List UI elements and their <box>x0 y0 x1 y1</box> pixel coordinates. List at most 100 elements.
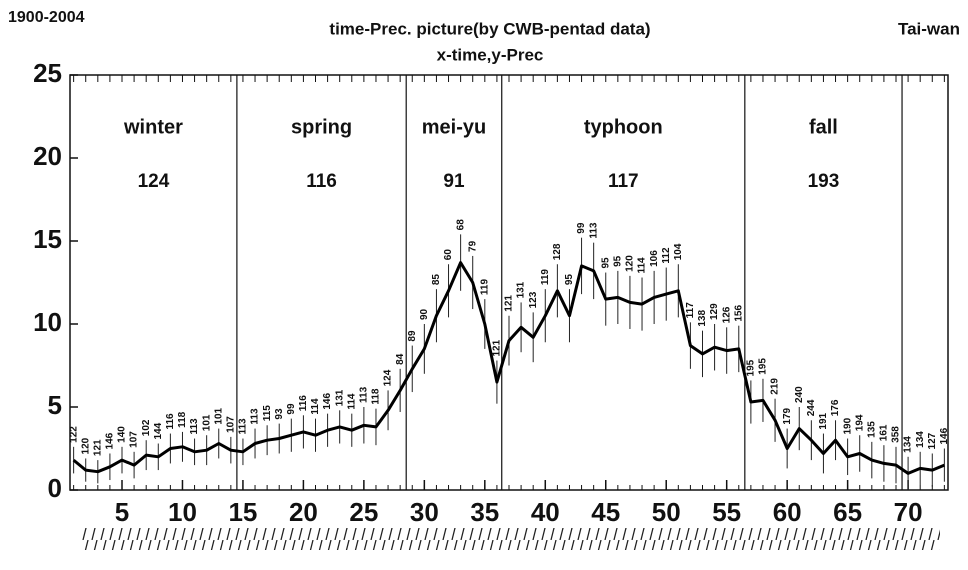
count-label: 114 <box>346 393 357 410</box>
count-label: 106 <box>649 250 660 267</box>
count-label: 115 <box>262 405 273 422</box>
count-label: 146 <box>105 432 116 449</box>
count-label: 179 <box>782 407 793 424</box>
count-label: 116 <box>298 395 309 412</box>
count-label: 129 <box>709 303 720 320</box>
count-label: 194 <box>854 414 865 431</box>
count-label: 126 <box>721 306 732 323</box>
x-tick-label: 55 <box>712 497 741 527</box>
count-label: 156 <box>733 305 744 322</box>
count-label: 68 <box>455 219 466 231</box>
count-label: 128 <box>552 243 563 260</box>
count-label: 101 <box>201 414 212 431</box>
count-label: 144 <box>153 422 164 439</box>
count-label: 116 <box>165 413 176 430</box>
season-label: typhoon <box>584 116 663 138</box>
season-label: fall <box>809 116 838 138</box>
season-count: 124 <box>138 171 170 192</box>
count-label: 191 <box>818 412 829 429</box>
count-label: 117 <box>685 302 696 319</box>
count-label: 123 <box>528 291 539 308</box>
count-label: 93 <box>274 408 285 420</box>
season-count: 91 <box>443 171 465 192</box>
count-label: 195 <box>758 358 769 375</box>
count-label: 119 <box>540 269 551 286</box>
count-label: 112 <box>661 247 672 264</box>
count-label: 95 <box>612 255 623 267</box>
count-label: 146 <box>322 393 333 410</box>
count-label: 358 <box>891 426 902 443</box>
hatch-band <box>80 528 940 550</box>
count-label: 120 <box>625 255 636 272</box>
count-label: 161 <box>879 424 890 441</box>
count-label: 118 <box>371 388 382 405</box>
x-tick-label: 30 <box>410 497 439 527</box>
count-label: 140 <box>117 426 128 443</box>
x-tick-label: 50 <box>652 497 681 527</box>
y-tick-label: 10 <box>33 307 62 337</box>
y-tick-label: 15 <box>33 224 62 254</box>
count-label: 95 <box>564 274 575 286</box>
count-label: 121 <box>92 439 103 456</box>
precip-line <box>72 261 945 475</box>
count-label: 121 <box>504 295 515 312</box>
count-label: 107 <box>129 431 140 448</box>
count-label: 99 <box>286 403 297 415</box>
count-label: 113 <box>588 222 599 239</box>
count-label: 244 <box>806 399 817 416</box>
y-tick-label: 0 <box>48 473 62 503</box>
count-label: 114 <box>310 398 321 415</box>
count-label: 99 <box>576 222 587 234</box>
season-label: mei-yu <box>422 116 486 138</box>
count-label: 95 <box>600 257 611 269</box>
count-label: 113 <box>238 418 249 435</box>
x-tick-label: 35 <box>470 497 499 527</box>
x-tick-label: 20 <box>289 497 318 527</box>
count-label: 60 <box>443 249 454 261</box>
count-label: 121 <box>492 339 503 356</box>
count-label: 113 <box>250 408 261 425</box>
count-label: 120 <box>80 437 91 454</box>
count-label: 79 <box>467 240 478 252</box>
count-label: 127 <box>927 432 938 449</box>
x-tick-label: 5 <box>115 497 129 527</box>
chart-title: time-Prec. picture(by CWB-pentad data) <box>329 19 650 38</box>
count-label: 131 <box>516 281 527 298</box>
y-tick-label: 20 <box>33 141 62 171</box>
count-label: 131 <box>334 389 345 406</box>
count-label: 113 <box>189 418 200 435</box>
count-label: 190 <box>842 417 853 434</box>
period: 1900-2004 <box>8 9 85 26</box>
x-tick-label: 70 <box>894 497 923 527</box>
count-label: 114 <box>637 257 648 274</box>
x-tick-label: 65 <box>833 497 862 527</box>
x-tick-label: 40 <box>531 497 560 527</box>
chart-subtitle: x-time,y-Prec <box>437 45 544 64</box>
count-label: 122 <box>68 426 79 443</box>
x-tick-label: 10 <box>168 497 197 527</box>
count-label: 107 <box>225 416 236 433</box>
x-tick-label: 15 <box>228 497 257 527</box>
x-tick-label: 45 <box>591 497 620 527</box>
count-label: 101 <box>213 407 224 424</box>
count-label: 176 <box>830 399 841 416</box>
count-label: 134 <box>915 431 926 448</box>
count-label: 134 <box>903 436 914 453</box>
season-count: 116 <box>306 171 337 192</box>
count-label: 90 <box>419 308 430 320</box>
count-label: 84 <box>395 353 406 365</box>
count-label: 85 <box>431 274 442 286</box>
count-label: 219 <box>770 378 781 395</box>
x-tick-label: 25 <box>349 497 378 527</box>
y-tick-label: 25 <box>33 58 62 88</box>
count-label: 118 <box>177 411 188 428</box>
count-label: 146 <box>939 427 950 444</box>
season-label: spring <box>291 116 352 138</box>
count-label: 138 <box>697 310 708 327</box>
count-label: 195 <box>746 359 757 376</box>
count-label: 240 <box>794 386 805 403</box>
count-label: 104 <box>673 243 684 260</box>
region: Tai-wan <box>898 19 960 38</box>
count-label: 135 <box>866 421 877 438</box>
